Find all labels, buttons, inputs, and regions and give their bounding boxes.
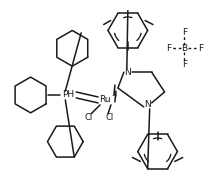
Text: F: F	[182, 28, 187, 37]
Text: Cl: Cl	[106, 113, 114, 122]
Text: Ru: Ru	[99, 95, 111, 104]
Text: N: N	[144, 100, 151, 109]
Text: Cl: Cl	[84, 113, 92, 122]
Text: N: N	[124, 68, 131, 77]
Text: B: B	[181, 44, 187, 53]
Text: F: F	[198, 44, 203, 53]
Text: F: F	[166, 44, 171, 53]
Text: -4: -4	[112, 93, 118, 98]
Text: PH: PH	[62, 90, 74, 100]
Text: F: F	[182, 60, 187, 69]
